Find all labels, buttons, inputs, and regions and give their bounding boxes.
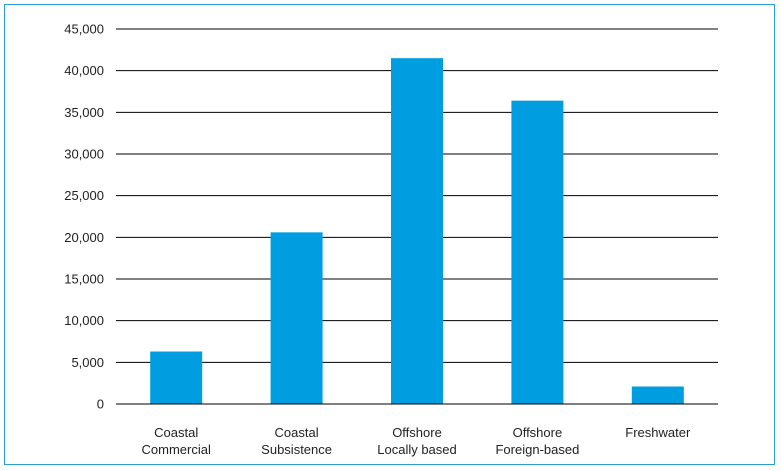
bars [150,58,684,405]
x-category-label: Locally based [377,442,457,457]
bar [511,100,564,405]
bar [391,58,443,405]
y-tick-label: 45,000 [64,22,104,37]
x-category-label: Freshwater [625,425,691,440]
x-category-label: Commercial [142,442,211,457]
y-axis-ticks: 0 5,000 10,000 15,000 20,000 25,000 30,000 35,0… [64,22,104,412]
y-tick-label: 15,000 [64,272,104,287]
x-category-label: Coastal [154,425,198,440]
x-category-label: Coastal [275,425,319,440]
y-tick-label: 25,000 [64,188,104,203]
bar [631,386,684,404]
x-category-label: Foreign-based [495,442,579,457]
x-category-label: Subsistence [261,442,332,457]
y-tick-label: 40,000 [64,63,104,78]
y-tick-label: 5,000 [71,355,104,370]
y-tick-label: 10,000 [64,313,104,328]
y-tick-label: 0 [97,397,104,412]
y-tick-label: 20,000 [64,230,104,245]
x-axis-labels: Coastal Commercial Coastal Subsistence Offsh… [142,425,691,457]
bar [150,351,203,404]
y-tick-label: 30,000 [64,147,104,162]
x-category-label: Offshore [513,425,563,440]
bar [270,232,323,404]
y-tick-label: 35,000 [64,105,104,120]
x-category-label: Offshore [392,425,442,440]
